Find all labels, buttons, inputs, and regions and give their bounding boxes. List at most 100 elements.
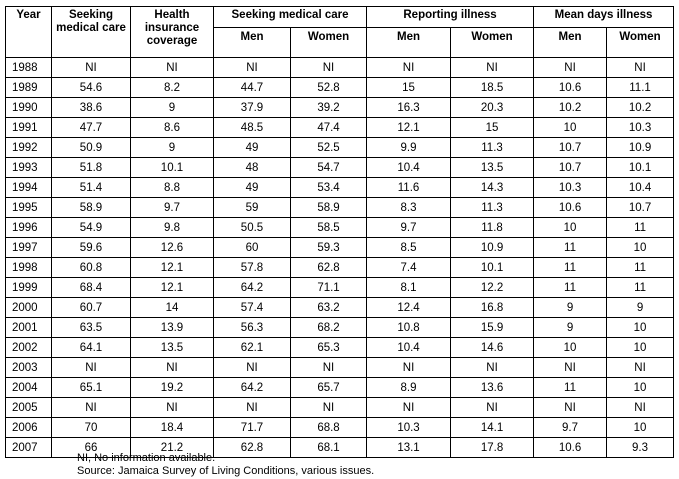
value-cell: 8.3 [366,197,452,218]
value-cell: 10 [533,337,608,358]
value-cell: 49 [213,177,291,198]
value-cell: NI [213,357,291,378]
value-cell: 57.4 [213,297,291,318]
value-cell: 39.2 [289,97,368,118]
table-row: 2005 NI NI NI NI NI NI NI NI [5,397,675,418]
table-row: 1992 50.9 9 49 52.5 9.9 11.3 10.7 10.9 [5,137,675,158]
year-cell: 2007 [5,437,52,458]
value-cell: 18.4 [130,417,214,438]
value-cell: 9.7 [130,197,214,218]
value-cell: 60.8 [51,257,131,278]
value-cell: 12.4 [366,297,452,318]
value-cell: 10.1 [450,257,535,278]
value-cell: 10 [606,237,675,258]
value-cell: 14.3 [450,177,535,198]
header-women: Women [450,27,535,58]
value-cell: 9 [606,297,675,318]
value-cell: 10.9 [450,237,535,258]
table-body: 1988 NI NI NI NI NI NI NI NI 1989 54.6 8.2 44.7 52.8 1… [5,57,675,458]
year-cell: 1991 [5,117,52,138]
value-cell: 60 [213,237,291,258]
value-cell: 51.4 [51,177,131,198]
value-cell: 13.6 [450,377,535,398]
year-cell: 2005 [5,397,52,418]
value-cell: 68.2 [289,317,368,338]
table-row: 1990 38.6 9 37.9 39.2 16.3 20.3 10.2 10.2 [5,97,675,118]
value-cell: 53.4 [289,177,368,198]
table-row: 1993 51.8 10.1 48 54.7 10.4 13.5 10.7 10.1 [5,157,675,178]
value-cell: 68.1 [289,437,368,458]
value-cell: 64.2 [213,377,291,398]
value-cell: 7.4 [366,257,452,278]
year-cell: 1990 [5,97,52,118]
year-cell: 2006 [5,417,52,438]
value-cell: 58.9 [51,197,131,218]
footnote-ni: NI, No information available. [77,452,216,464]
value-cell: 9 [533,297,608,318]
header-men: Men [213,27,291,58]
value-cell: NI [51,57,131,78]
value-cell: 10.6 [533,197,608,218]
value-cell: 10.7 [606,197,675,218]
value-cell: 10.4 [366,337,452,358]
value-cell: 19.2 [130,377,214,398]
value-cell: 9.7 [366,217,452,238]
table-row: 1994 51.4 8.8 49 53.4 11.6 14.3 10.3 10.4 [5,177,675,198]
value-cell: 64.2 [213,277,291,298]
value-cell: 15.9 [450,317,535,338]
value-cell: NI [289,57,368,78]
value-cell: 11 [533,377,608,398]
value-cell: NI [450,57,535,78]
value-cell: 49 [213,137,291,158]
table-row: 1989 54.6 8.2 44.7 52.8 15 18.5 10.6 11.1 [5,77,675,98]
table-row: 1999 68.4 12.1 64.2 71.1 8.1 12.2 11 11 [5,277,675,298]
header-women: Women [289,27,368,58]
value-cell: 16.3 [366,97,452,118]
table-row: 1997 59.6 12.6 60 59.3 8.5 10.9 11 10 [5,237,675,258]
value-cell: 11.8 [450,217,535,238]
year-cell: 1996 [5,217,52,238]
value-cell: NI [450,357,535,378]
value-cell: NI [130,57,214,78]
year-cell: 1995 [5,197,52,218]
table-row: 1995 58.9 9.7 59 58.9 8.3 11.3 10.6 10.7 [5,197,675,218]
value-cell: 11 [606,277,675,298]
year-cell: 1992 [5,137,52,158]
value-cell: 14.6 [450,337,535,358]
year-cell: 1997 [5,237,52,258]
value-cell: NI [213,397,291,418]
value-cell: 10 [606,317,675,338]
year-cell: 2000 [5,297,52,318]
value-cell: 63.2 [289,297,368,318]
footnote-source: Source: Jamaica Survey of Living Conditi… [77,465,375,477]
table-row: 2006 70 18.4 71.7 68.8 10.3 14.1 9.7 10 [5,417,675,438]
table-row: 1996 54.9 9.8 50.5 58.5 9.7 11.8 10 11 [5,217,675,238]
table-row: 2003 NI NI NI NI NI NI NI NI [5,357,675,378]
value-cell: 52.5 [289,137,368,158]
table-row: 1988 NI NI NI NI NI NI NI NI [5,57,675,78]
value-cell: NI [366,57,452,78]
table-row: 2007 66 21.2 62.8 68.1 13.1 17.8 10.6 9.3 [5,437,675,458]
value-cell: 68.8 [289,417,368,438]
value-cell: NI [130,397,214,418]
value-cell: 11 [533,277,608,298]
year-cell: 2002 [5,337,52,358]
value-cell: 48.5 [213,117,291,138]
table-row: 2000 60.7 14 57.4 63.2 12.4 16.8 9 9 [5,297,675,318]
value-cell: 8.5 [366,237,452,258]
value-cell: 58.5 [289,217,368,238]
header-year: Year [5,6,52,58]
value-cell: 10.6 [533,437,608,458]
value-cell: 11 [533,257,608,278]
value-cell: 70 [51,417,131,438]
value-cell: 10 [606,377,675,398]
value-cell: 12.1 [366,117,452,138]
value-cell: 52.8 [289,77,368,98]
value-cell: 10 [533,217,608,238]
table-row: 2002 64.1 13.5 62.1 65.3 10.4 14.6 10 10 [5,337,675,358]
value-cell: 11 [533,237,608,258]
value-cell: 15 [450,117,535,138]
value-cell: 15 [366,77,452,98]
value-cell: 9 [130,97,214,118]
value-cell: 9.7 [533,417,608,438]
